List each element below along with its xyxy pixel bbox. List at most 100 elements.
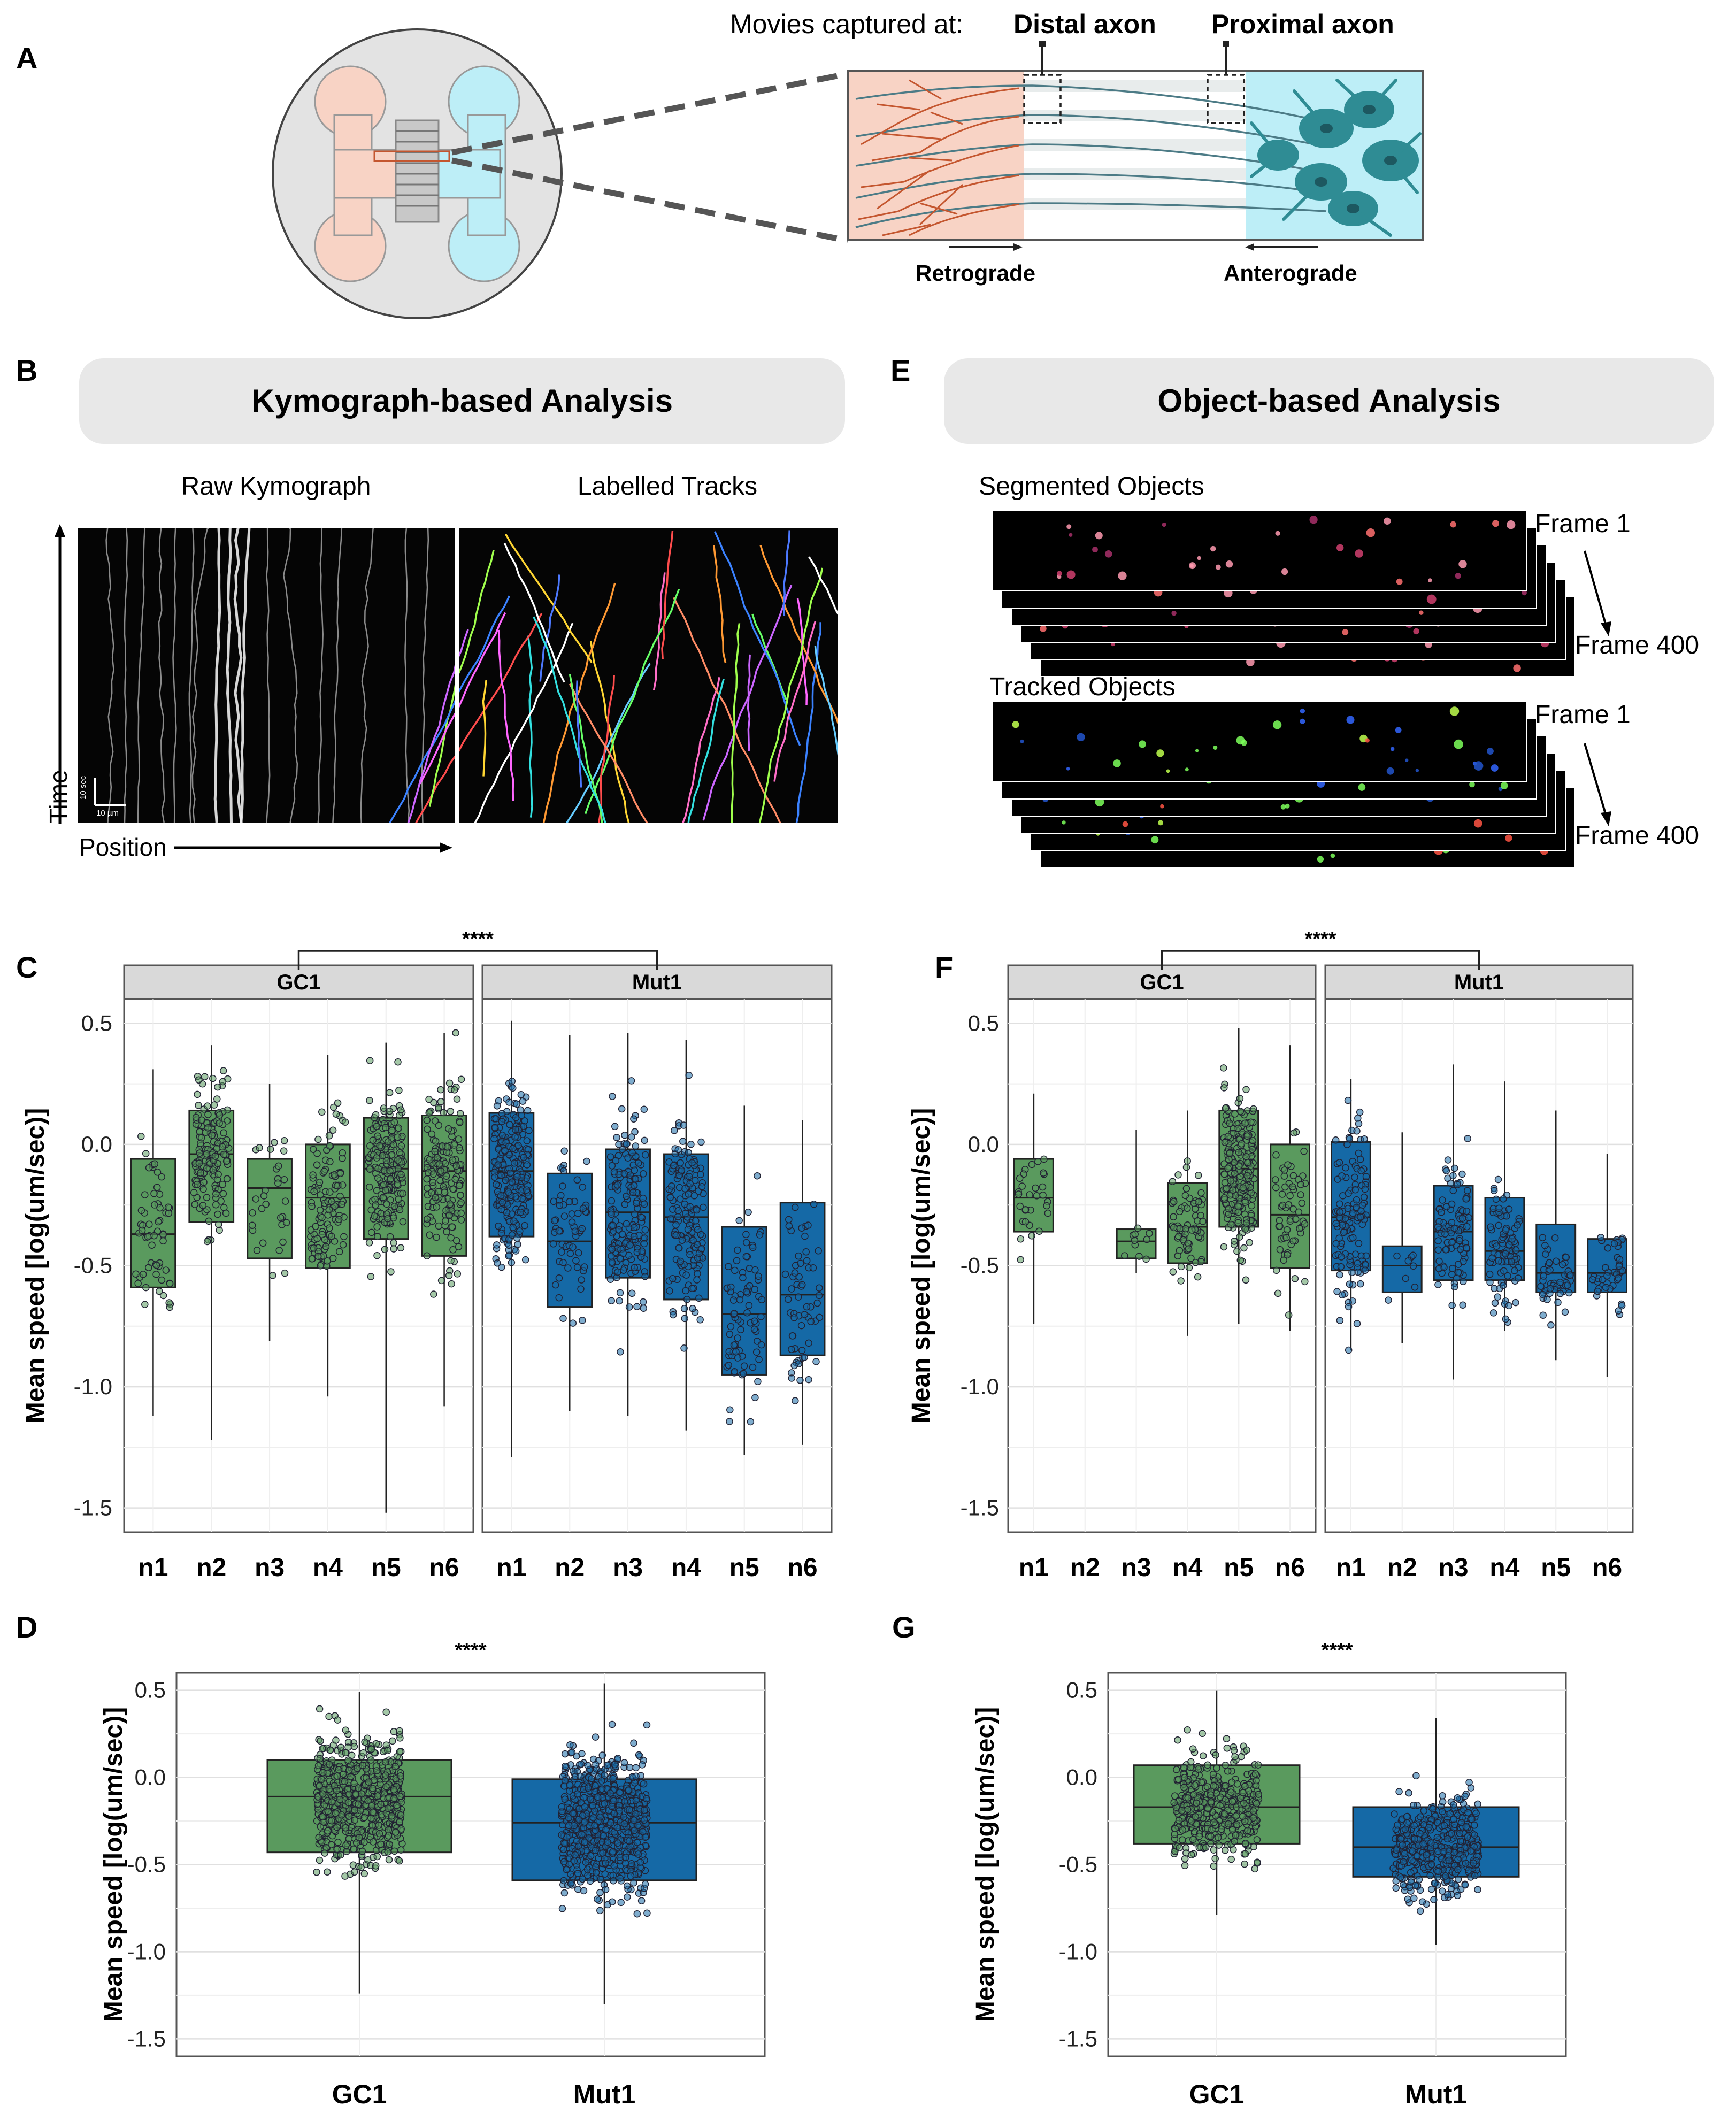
data-point	[448, 1280, 455, 1288]
data-point	[150, 1232, 158, 1240]
data-point	[384, 1138, 392, 1146]
object-dot	[1113, 759, 1121, 767]
data-point	[589, 1814, 597, 1822]
data-point	[816, 1284, 823, 1292]
data-point	[551, 1217, 558, 1225]
data-point	[385, 1826, 393, 1834]
data-point	[280, 1137, 288, 1144]
data-point	[1442, 1246, 1449, 1254]
data-point	[1220, 1194, 1228, 1202]
data-point	[568, 1748, 576, 1756]
data-point	[319, 1769, 327, 1777]
data-point	[785, 1222, 793, 1230]
data-point	[372, 1740, 380, 1748]
data-point	[666, 1194, 674, 1201]
data-point	[394, 1180, 402, 1188]
data-point	[383, 1200, 390, 1208]
data-point	[557, 1192, 565, 1200]
data-point	[620, 1266, 627, 1274]
object-dot	[1040, 625, 1047, 632]
data-point	[628, 1149, 636, 1157]
data-point	[556, 1202, 564, 1209]
object-dot	[1197, 556, 1201, 560]
data-point	[141, 1301, 149, 1308]
data-point	[442, 1172, 450, 1180]
data-point	[1351, 1186, 1359, 1194]
data-point	[1191, 1781, 1199, 1789]
data-point	[390, 1847, 398, 1855]
object-dot	[1505, 834, 1512, 842]
data-point	[574, 1790, 581, 1798]
data-point	[1439, 1798, 1447, 1806]
data-point	[790, 1362, 798, 1370]
data-point	[1434, 1237, 1442, 1244]
x-tick-label: n5	[729, 1554, 759, 1582]
data-point	[1361, 1185, 1369, 1193]
data-point	[314, 1253, 322, 1260]
data-point	[678, 1236, 686, 1244]
data-point	[357, 1863, 365, 1871]
data-point	[454, 1270, 462, 1278]
data-point	[399, 1218, 407, 1226]
data-point	[1210, 1846, 1218, 1854]
data-point	[742, 1231, 750, 1239]
data-point	[1195, 1172, 1202, 1179]
track-line	[713, 545, 727, 664]
data-point	[387, 1268, 395, 1276]
data-point	[253, 1247, 261, 1254]
data-point	[1361, 1135, 1368, 1143]
data-point	[222, 1209, 230, 1217]
data-point	[1251, 1865, 1258, 1873]
data-point	[1192, 1258, 1200, 1266]
data-point	[1241, 1839, 1249, 1847]
track-line	[419, 612, 506, 785]
data-point	[684, 1226, 692, 1233]
y-tick-label: 0.5	[1066, 1678, 1097, 1703]
data-point	[310, 1244, 318, 1252]
data-point	[339, 1241, 347, 1249]
data-point	[374, 1165, 382, 1172]
data-point	[635, 1159, 642, 1167]
data-point	[754, 1378, 762, 1386]
data-point	[626, 1241, 634, 1249]
data-point	[560, 1147, 568, 1155]
data-point	[262, 1201, 270, 1208]
data-point	[682, 1210, 689, 1217]
data-point	[325, 1785, 333, 1793]
y-tick-label: -1.0	[961, 1374, 999, 1399]
data-point	[508, 1259, 516, 1266]
data-point	[803, 1257, 811, 1265]
data-point	[745, 1302, 753, 1309]
data-point	[737, 1326, 744, 1334]
significance-label: ****	[455, 1639, 486, 1662]
data-point	[513, 1173, 521, 1181]
data-point	[1515, 1274, 1522, 1282]
data-point	[1236, 1233, 1243, 1241]
data-point	[314, 1135, 322, 1143]
data-point	[1450, 1283, 1458, 1291]
data-point	[739, 1274, 747, 1281]
data-point	[674, 1213, 682, 1220]
data-point	[1588, 1276, 1596, 1284]
data-point	[565, 1822, 573, 1830]
data-point	[788, 1332, 796, 1340]
data-point	[685, 1149, 692, 1156]
data-point	[639, 1194, 647, 1202]
data-point	[1197, 1189, 1205, 1197]
data-point	[351, 1816, 359, 1824]
data-point	[682, 1287, 689, 1295]
data-point	[1021, 1218, 1030, 1226]
track-line	[503, 542, 565, 683]
panel-label-b: B	[16, 354, 37, 387]
data-point	[335, 1248, 343, 1256]
data-point	[640, 1304, 648, 1312]
data-point	[204, 1111, 212, 1118]
object-dot	[1151, 836, 1159, 844]
track-line	[795, 622, 821, 823]
data-point	[525, 1127, 533, 1134]
data-point	[667, 1215, 674, 1223]
data-point	[394, 1058, 402, 1066]
data-point	[494, 1259, 501, 1267]
